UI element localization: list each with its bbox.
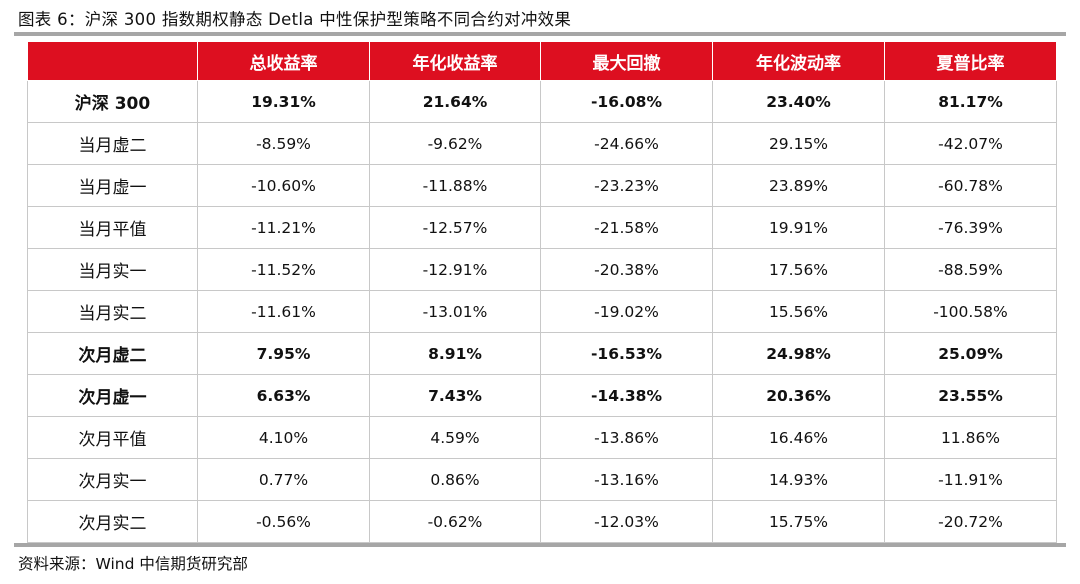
table-row: 当月虚一 -10.60% -11.88% -23.23% 23.89% -60.78%: [27, 164, 1057, 207]
row-label: 沪深 300: [27, 80, 198, 123]
table-row: 次月虚二 7.95% 8.91% -16.53% 24.98% 25.09%: [27, 332, 1057, 375]
table-row: 次月实二 -0.56% -0.62% -12.03% 15.75% -20.72%: [27, 500, 1057, 543]
cell-max-drawdown: -16.08%: [540, 80, 713, 123]
cell-annual-volatility: 16.46%: [712, 416, 885, 459]
row-label: 次月实一: [27, 458, 198, 501]
cell-annual-return: 21.64%: [369, 80, 541, 123]
cell-annual-return: -13.01%: [369, 290, 541, 333]
cell-sharpe-ratio: -88.59%: [884, 248, 1057, 291]
cell-max-drawdown: -16.53%: [540, 332, 713, 375]
cell-max-drawdown: -14.38%: [540, 374, 713, 417]
header-cell-annual-return: 年化收益率: [369, 41, 541, 81]
row-label: 当月实二: [27, 290, 198, 333]
cell-total-return: 0.77%: [197, 458, 370, 501]
row-label: 次月虚二: [27, 332, 198, 375]
header-cell-max-drawdown: 最大回撤: [540, 41, 713, 81]
cell-max-drawdown: -12.03%: [540, 500, 713, 543]
figure-caption: 图表 6：沪深 300 指数期权静态 Detla 中性保护型策略不同合约对冲效果: [18, 10, 572, 29]
cell-total-return: -10.60%: [197, 164, 370, 207]
cell-max-drawdown: -23.23%: [540, 164, 713, 207]
cell-sharpe-ratio: -76.39%: [884, 206, 1057, 249]
cell-sharpe-ratio: -100.58%: [884, 290, 1057, 333]
cell-max-drawdown: -13.16%: [540, 458, 713, 501]
cell-total-return: 19.31%: [197, 80, 370, 123]
header-cell-sharpe-ratio: 夏普比率: [884, 41, 1057, 81]
cell-annual-return: -12.57%: [369, 206, 541, 249]
cell-annual-return: 8.91%: [369, 332, 541, 375]
cell-sharpe-ratio: -11.91%: [884, 458, 1057, 501]
cell-annual-volatility: 19.91%: [712, 206, 885, 249]
header-cell-total-return: 总收益率: [197, 41, 370, 81]
cell-annual-volatility: 15.75%: [712, 500, 885, 543]
row-label: 当月虚一: [27, 164, 198, 207]
cell-sharpe-ratio: -42.07%: [884, 122, 1057, 165]
cell-annual-volatility: 24.98%: [712, 332, 885, 375]
row-label: 次月平值: [27, 416, 198, 459]
cell-annual-volatility: 23.40%: [712, 80, 885, 123]
cell-annual-volatility: 23.89%: [712, 164, 885, 207]
row-label: 次月实二: [27, 500, 198, 543]
table-row: 当月平值 -11.21% -12.57% -21.58% 19.91% -76.39%: [27, 206, 1057, 249]
row-label: 当月平值: [27, 206, 198, 249]
cell-sharpe-ratio: -20.72%: [884, 500, 1057, 543]
cell-sharpe-ratio: 81.17%: [884, 80, 1057, 123]
table-row: 次月平值 4.10% 4.59% -13.86% 16.46% 11.86%: [27, 416, 1057, 459]
row-label: 当月虚二: [27, 122, 198, 165]
top-rule: [14, 32, 1066, 36]
cell-max-drawdown: -19.02%: [540, 290, 713, 333]
cell-annual-return: 7.43%: [369, 374, 541, 417]
cell-total-return: -11.21%: [197, 206, 370, 249]
cell-sharpe-ratio: 25.09%: [884, 332, 1057, 375]
cell-total-return: 6.63%: [197, 374, 370, 417]
cell-annual-return: -0.62%: [369, 500, 541, 543]
table-row: 当月实一 -11.52% -12.91% -20.38% 17.56% -88.59%: [27, 248, 1057, 291]
row-label: 次月虚一: [27, 374, 198, 417]
bottom-rule: [14, 543, 1066, 547]
cell-annual-volatility: 15.56%: [712, 290, 885, 333]
cell-max-drawdown: -13.86%: [540, 416, 713, 459]
cell-total-return: 4.10%: [197, 416, 370, 459]
hedge-results-table: 总收益率 年化收益率 最大回撤 年化波动率 夏普比率 沪深 300 19.31% 2…: [27, 41, 1057, 543]
cell-annual-volatility: 17.56%: [712, 248, 885, 291]
table-row: 次月虚一 6.63% 7.43% -14.38% 20.36% 23.55%: [27, 374, 1057, 417]
cell-annual-return: -11.88%: [369, 164, 541, 207]
header-cell-annual-volatility: 年化波动率: [712, 41, 885, 81]
table-header-row: 总收益率 年化收益率 最大回撤 年化波动率 夏普比率: [27, 41, 1057, 81]
table-row: 次月实一 0.77% 0.86% -13.16% 14.93% -11.91%: [27, 458, 1057, 501]
header-cell-corner: [27, 41, 198, 81]
cell-max-drawdown: -21.58%: [540, 206, 713, 249]
cell-annual-return: 0.86%: [369, 458, 541, 501]
cell-total-return: -8.59%: [197, 122, 370, 165]
cell-total-return: 7.95%: [197, 332, 370, 375]
cell-annual-return: 4.59%: [369, 416, 541, 459]
cell-total-return: -11.61%: [197, 290, 370, 333]
cell-sharpe-ratio: 11.86%: [884, 416, 1057, 459]
cell-sharpe-ratio: -60.78%: [884, 164, 1057, 207]
source-note: 资料来源：Wind 中信期货研究部: [18, 555, 248, 573]
cell-annual-return: -9.62%: [369, 122, 541, 165]
table-body: 沪深 300 19.31% 21.64% -16.08% 23.40% 81.17% 当月虚…: [27, 80, 1057, 543]
table-row: 沪深 300 19.31% 21.64% -16.08% 23.40% 81.17%: [27, 80, 1057, 123]
cell-annual-volatility: 20.36%: [712, 374, 885, 417]
table-row: 当月实二 -11.61% -13.01% -19.02% 15.56% -100.58%: [27, 290, 1057, 333]
cell-max-drawdown: -24.66%: [540, 122, 713, 165]
table-row: 当月虚二 -8.59% -9.62% -24.66% 29.15% -42.07%: [27, 122, 1057, 165]
row-label: 当月实一: [27, 248, 198, 291]
cell-max-drawdown: -20.38%: [540, 248, 713, 291]
cell-total-return: -11.52%: [197, 248, 370, 291]
cell-annual-volatility: 14.93%: [712, 458, 885, 501]
cell-annual-return: -12.91%: [369, 248, 541, 291]
cell-total-return: -0.56%: [197, 500, 370, 543]
cell-sharpe-ratio: 23.55%: [884, 374, 1057, 417]
cell-annual-volatility: 29.15%: [712, 122, 885, 165]
